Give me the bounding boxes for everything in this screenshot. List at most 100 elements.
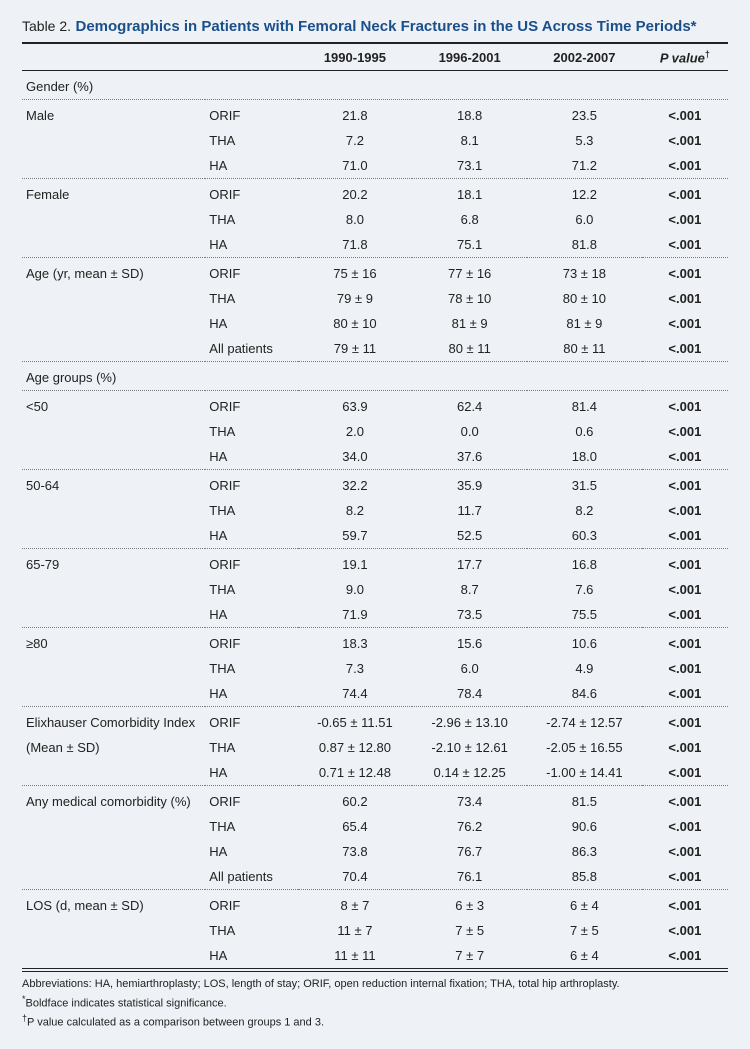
cell-period1: 7.3 [298,656,413,681]
cell-pvalue: <.001 [642,890,728,919]
row-category [22,153,205,179]
row-category: Female [22,179,205,208]
cell-period1: 71.8 [298,232,413,258]
cell-period1: 79 ± 11 [298,336,413,362]
row-category: LOS (d, mean ± SD) [22,890,205,919]
row-category: (Mean ± SD) [22,735,205,760]
cell-period2: 73.5 [412,602,527,628]
table-label: Table 2. [22,18,71,34]
row-subgroup: ORIF [205,391,297,420]
row-subgroup: HA [205,602,297,628]
cell-pvalue: <.001 [642,628,728,657]
cell-period3: 81.8 [527,232,642,258]
cell-pvalue: <.001 [642,760,728,786]
row-category [22,814,205,839]
row-subgroup: HA [205,153,297,179]
cell-period1: 8.0 [298,207,413,232]
cell-period2: 76.1 [412,864,527,890]
cell-period3: 10.6 [527,628,642,657]
row-category: Any medical comorbidity (%) [22,786,205,815]
cell-period3: -1.00 ± 14.41 [527,760,642,786]
row-subgroup: HA [205,311,297,336]
cell-pvalue: <.001 [642,786,728,815]
row-category: 50-64 [22,470,205,499]
row-category [22,656,205,681]
cell-period2: 6.0 [412,656,527,681]
table-row: Any medical comorbidity (%)ORIF60.273.48… [22,786,728,815]
row-subgroup: HA [205,839,297,864]
table-row: THA11 ± 77 ± 57 ± 5<.001 [22,918,728,943]
table-row: HA34.037.618.0<.001 [22,444,728,470]
cell-period3: -2.05 ± 16.55 [527,735,642,760]
cell-period1: 75 ± 16 [298,258,413,287]
section-label: Age groups (%) [22,362,298,391]
table-row: Age (yr, mean ± SD)ORIF75 ± 1677 ± 1673 … [22,258,728,287]
row-category [22,444,205,470]
table-row: HA59.752.560.3<.001 [22,523,728,549]
cell-period3: 73 ± 18 [527,258,642,287]
cell-period1: 74.4 [298,681,413,707]
cell-period2: 52.5 [412,523,527,549]
table-title: Demographics in Patients with Femoral Ne… [76,18,697,35]
row-subgroup: HA [205,523,297,549]
row-category [22,577,205,602]
cell-period2: 8.1 [412,128,527,153]
row-category [22,336,205,362]
cell-period2: 8.7 [412,577,527,602]
cell-period2: 15.6 [412,628,527,657]
cell-pvalue: <.001 [642,814,728,839]
cell-period3: 80 ± 11 [527,336,642,362]
table-row: 50-64ORIF32.235.931.5<.001 [22,470,728,499]
table-row: HA73.876.786.3<.001 [22,839,728,864]
cell-period3: 4.9 [527,656,642,681]
row-subgroup: ORIF [205,549,297,578]
cell-period2: 81 ± 9 [412,311,527,336]
cell-period1: 80 ± 10 [298,311,413,336]
section-header: Age groups (%) [22,362,728,391]
row-subgroup: ORIF [205,100,297,129]
cell-period1: 73.8 [298,839,413,864]
cell-period1: 8.2 [298,498,413,523]
row-subgroup: HA [205,232,297,258]
cell-period3: 86.3 [527,839,642,864]
cell-pvalue: <.001 [642,918,728,943]
cell-period2: 62.4 [412,391,527,420]
row-subgroup: THA [205,918,297,943]
cell-period3: 75.5 [527,602,642,628]
cell-pvalue: <.001 [642,419,728,444]
cell-period3: 81.4 [527,391,642,420]
cell-period2: 37.6 [412,444,527,470]
row-category [22,286,205,311]
cell-period3: 7.6 [527,577,642,602]
cell-period2: 18.1 [412,179,527,208]
row-subgroup: THA [205,286,297,311]
cell-period2: 80 ± 11 [412,336,527,362]
row-subgroup: HA [205,444,297,470]
cell-period1: 11 ± 11 [298,943,413,969]
table-row: <50ORIF63.962.481.4<.001 [22,391,728,420]
row-category [22,681,205,707]
cell-pvalue: <.001 [642,286,728,311]
cell-pvalue: <.001 [642,839,728,864]
cell-pvalue: <.001 [642,735,728,760]
table-row: HA11 ± 117 ± 76 ± 4<.001 [22,943,728,969]
table-row: THA8.06.86.0<.001 [22,207,728,232]
row-subgroup: THA [205,656,297,681]
cell-pvalue: <.001 [642,153,728,179]
section-label: Gender (%) [22,71,298,100]
table-row: HA80 ± 1081 ± 981 ± 9<.001 [22,311,728,336]
row-category [22,864,205,890]
cell-period1: 65.4 [298,814,413,839]
table-row: THA7.28.15.3<.001 [22,128,728,153]
cell-period3: 18.0 [527,444,642,470]
col-header-period2: 1996-2001 [412,44,527,70]
table-row: HA71.073.171.2<.001 [22,153,728,179]
row-category [22,523,205,549]
row-subgroup: ORIF [205,179,297,208]
cell-period3: 80 ± 10 [527,286,642,311]
cell-pvalue: <.001 [642,681,728,707]
cell-period3: 81.5 [527,786,642,815]
cell-period3: 90.6 [527,814,642,839]
cell-period1: 19.1 [298,549,413,578]
cell-period2: 11.7 [412,498,527,523]
